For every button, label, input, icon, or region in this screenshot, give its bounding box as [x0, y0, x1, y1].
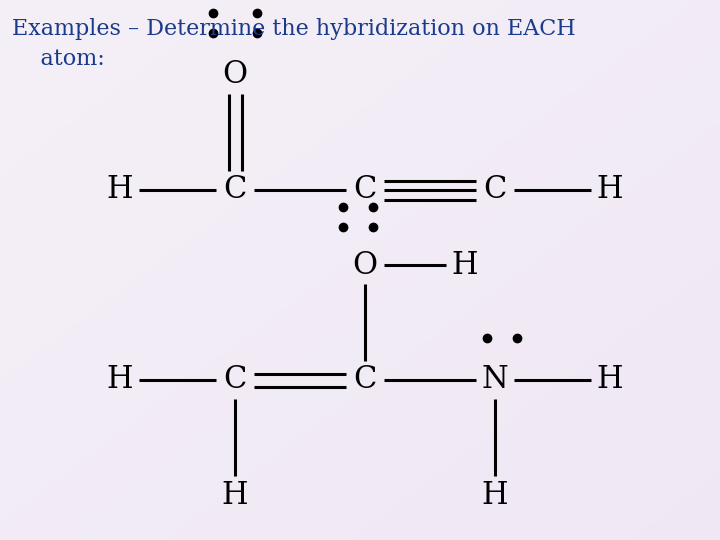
Text: H: H	[482, 480, 508, 510]
Text: C: C	[483, 174, 507, 206]
Text: Examples – Determine the hybridization on EACH: Examples – Determine the hybridization o…	[12, 18, 576, 40]
Text: O: O	[222, 59, 248, 91]
Text: H: H	[451, 249, 478, 280]
Text: C: C	[354, 174, 377, 206]
Text: C: C	[354, 364, 377, 395]
Text: C: C	[223, 174, 247, 206]
Text: H: H	[107, 364, 133, 395]
Text: C: C	[223, 364, 247, 395]
Text: atom:: atom:	[12, 48, 104, 70]
Text: O: O	[352, 249, 377, 280]
Text: H: H	[597, 364, 624, 395]
Text: N: N	[482, 364, 508, 395]
Text: H: H	[107, 174, 133, 206]
Text: H: H	[222, 480, 248, 510]
Text: H: H	[597, 174, 624, 206]
